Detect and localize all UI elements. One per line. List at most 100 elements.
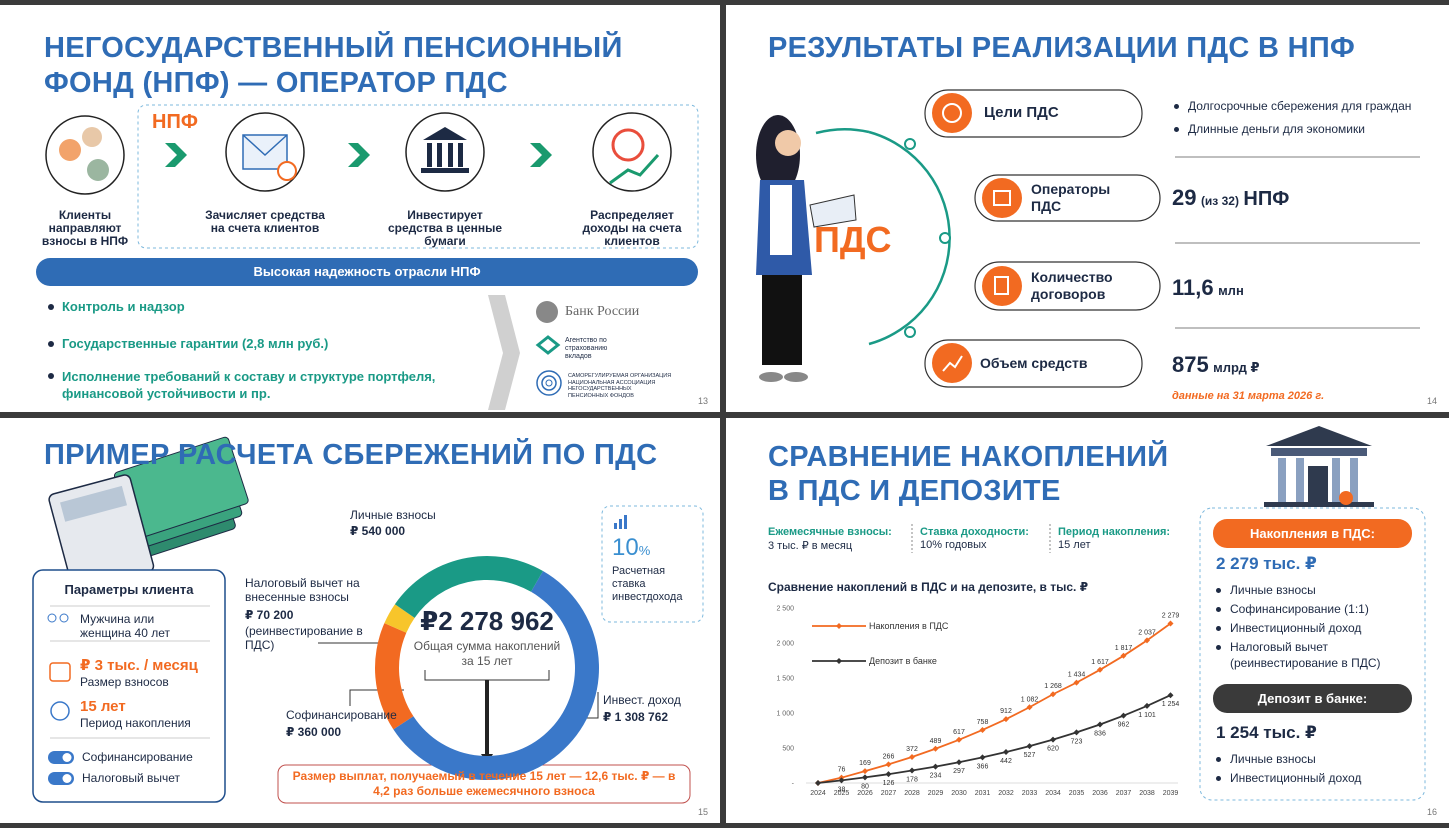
point-marker — [838, 777, 845, 784]
metric-unit: млн — [1218, 283, 1244, 298]
shape-circle — [48, 304, 54, 310]
value-label: 266 — [883, 753, 895, 760]
point-marker — [1073, 679, 1080, 686]
x-tick-label: 2035 — [1069, 790, 1085, 797]
shape-rect — [1199, 507, 1426, 801]
shape-polyline — [609, 153, 660, 185]
logo-text: САМОРЕГУЛИРУЕМАЯ ОРГАНИЗАЦИЯ НАЦИОНАЛЬНА… — [568, 373, 672, 399]
value-label: 366 — [977, 763, 989, 770]
title-line: СРАВНЕНИЕ НАКОПЛЕНИЙ — [768, 441, 1169, 473]
shape-polygon — [348, 143, 370, 167]
point-marker — [1050, 691, 1056, 698]
legend-label: Депозит в банке — [869, 656, 937, 666]
value-label: 178 — [906, 777, 918, 784]
shape-circle — [545, 379, 553, 387]
shape-polygon — [530, 143, 552, 167]
slide-14: РЕЗУЛЬТАТЫ РЕАЛИЗАЦИИ ПДС В НПФ ПДС Цели… — [726, 5, 1449, 412]
shape-rect — [924, 89, 1143, 138]
title-line: НЕГОСУДАРСТВЕННЫЙ ПЕНСИОННЫЙ — [44, 32, 623, 64]
period: 15 лет — [80, 698, 126, 715]
item-label: Количество договоров — [1031, 269, 1113, 302]
rate: 10% — [612, 534, 650, 562]
shape-circle — [904, 138, 916, 150]
y-tick-label: 2 000 — [776, 641, 794, 648]
value-label: 620 — [1047, 746, 1059, 753]
shape-circle — [536, 301, 558, 323]
shape-circle — [932, 343, 972, 383]
shape-circle — [932, 93, 972, 133]
chart-title: Сравнение накоплений в ПДС и на депозите… — [768, 580, 1089, 594]
metric-number: 29 — [1172, 185, 1197, 210]
shape-polyline — [942, 355, 963, 372]
legend-label: Накопления в ПДС — [869, 621, 949, 631]
center-label: ПДС — [814, 219, 892, 260]
point-marker — [1120, 652, 1127, 659]
slide-graphics — [756, 89, 1420, 388]
shape-rect — [974, 174, 1161, 222]
box-item: Личные взносы — [1214, 751, 1420, 767]
shape-rect — [458, 143, 463, 167]
point-marker — [1003, 749, 1009, 756]
x-tick-label: 2037 — [1116, 790, 1132, 797]
title-line: ФОНД (НПФ) — ОПЕРАТОР ПДС — [44, 67, 508, 99]
donut-annotation: (реинвестирование в ПДС) — [245, 624, 363, 652]
donut-center-text: Общая сумма накоплений за 15 лет — [413, 639, 561, 668]
point-marker — [1073, 729, 1080, 736]
y-tick-label: 1 000 — [776, 711, 794, 718]
shape-rect — [924, 339, 1143, 388]
value-label: 1 434 — [1068, 672, 1086, 679]
slide-graphics — [32, 436, 704, 804]
x-tick-label: 2031 — [975, 790, 991, 797]
rate-value: 10 — [612, 534, 639, 561]
shape-g — [48, 474, 155, 592]
shape-rect — [1213, 519, 1412, 548]
donut-segment — [384, 604, 415, 633]
bullet: Государственные гарантии (2,8 млн руб.) — [62, 336, 329, 351]
param-value: 10% годовых — [920, 539, 987, 551]
shape-path — [815, 128, 870, 135]
toggle-label: Софинансирование — [82, 750, 193, 764]
param-label: Ставка доходности: — [920, 526, 1029, 538]
point-marker — [1026, 743, 1033, 750]
bullet: Исполнение требований к составу и структ… — [62, 369, 436, 401]
banner: Высокая надежность отрасли НПФ — [253, 264, 481, 279]
shape-polygon — [488, 295, 520, 410]
value-label: 1 082 — [1021, 696, 1039, 703]
point-marker — [885, 761, 892, 768]
shape-circle — [775, 130, 801, 156]
point-marker — [909, 767, 915, 774]
donut-category: Налоговый вычет на внесенные взносы — [245, 576, 360, 604]
slide-graphics — [911, 426, 1426, 801]
point-marker — [1097, 666, 1103, 673]
shape-circle — [904, 326, 916, 338]
shape-rect — [974, 261, 1161, 311]
point-marker — [885, 771, 892, 778]
shape-rect — [601, 505, 704, 623]
x-tick-label: 2024 — [810, 790, 826, 797]
y-tick-label: - — [792, 781, 795, 788]
point-marker — [1167, 620, 1174, 627]
line-chart: - 500 1 000 1 500 2 000 2 500 2024 2025 2026 2027… — [776, 606, 1179, 798]
step-label: Распределяет доходы на счета клиентов — [582, 208, 682, 248]
point-marker — [956, 736, 962, 743]
item-label: Объем средств — [980, 355, 1088, 371]
box-item: Налоговый вычет (реинвестирование в ПДС) — [1214, 639, 1420, 671]
toggle-label: Налоговый вычет — [82, 771, 180, 785]
shape-polyline — [424, 670, 550, 681]
shape-rect — [1271, 448, 1367, 456]
y-tick-label: 1 500 — [776, 676, 794, 683]
x-tick-label: 2027 — [881, 790, 897, 797]
donut-category: Инвест. доход — [603, 693, 681, 707]
shape-ellipse — [759, 372, 783, 382]
shape-circle — [82, 127, 102, 147]
value-label: 1 817 — [1115, 645, 1133, 652]
value-label: 836 — [1094, 730, 1106, 737]
donut-total: ₽2 278 962 — [420, 606, 554, 636]
metric-number: 875 — [1172, 352, 1209, 377]
x-tick-label: 2038 — [1139, 790, 1155, 797]
shape-rect — [614, 523, 617, 529]
slide-13: НЕГОСУДАРСТВЕННЫЙ ПЕНСИОННЫЙ ФОНД (НПФ) … — [0, 5, 720, 412]
shape-polygon — [423, 127, 467, 140]
point-marker — [979, 726, 986, 733]
